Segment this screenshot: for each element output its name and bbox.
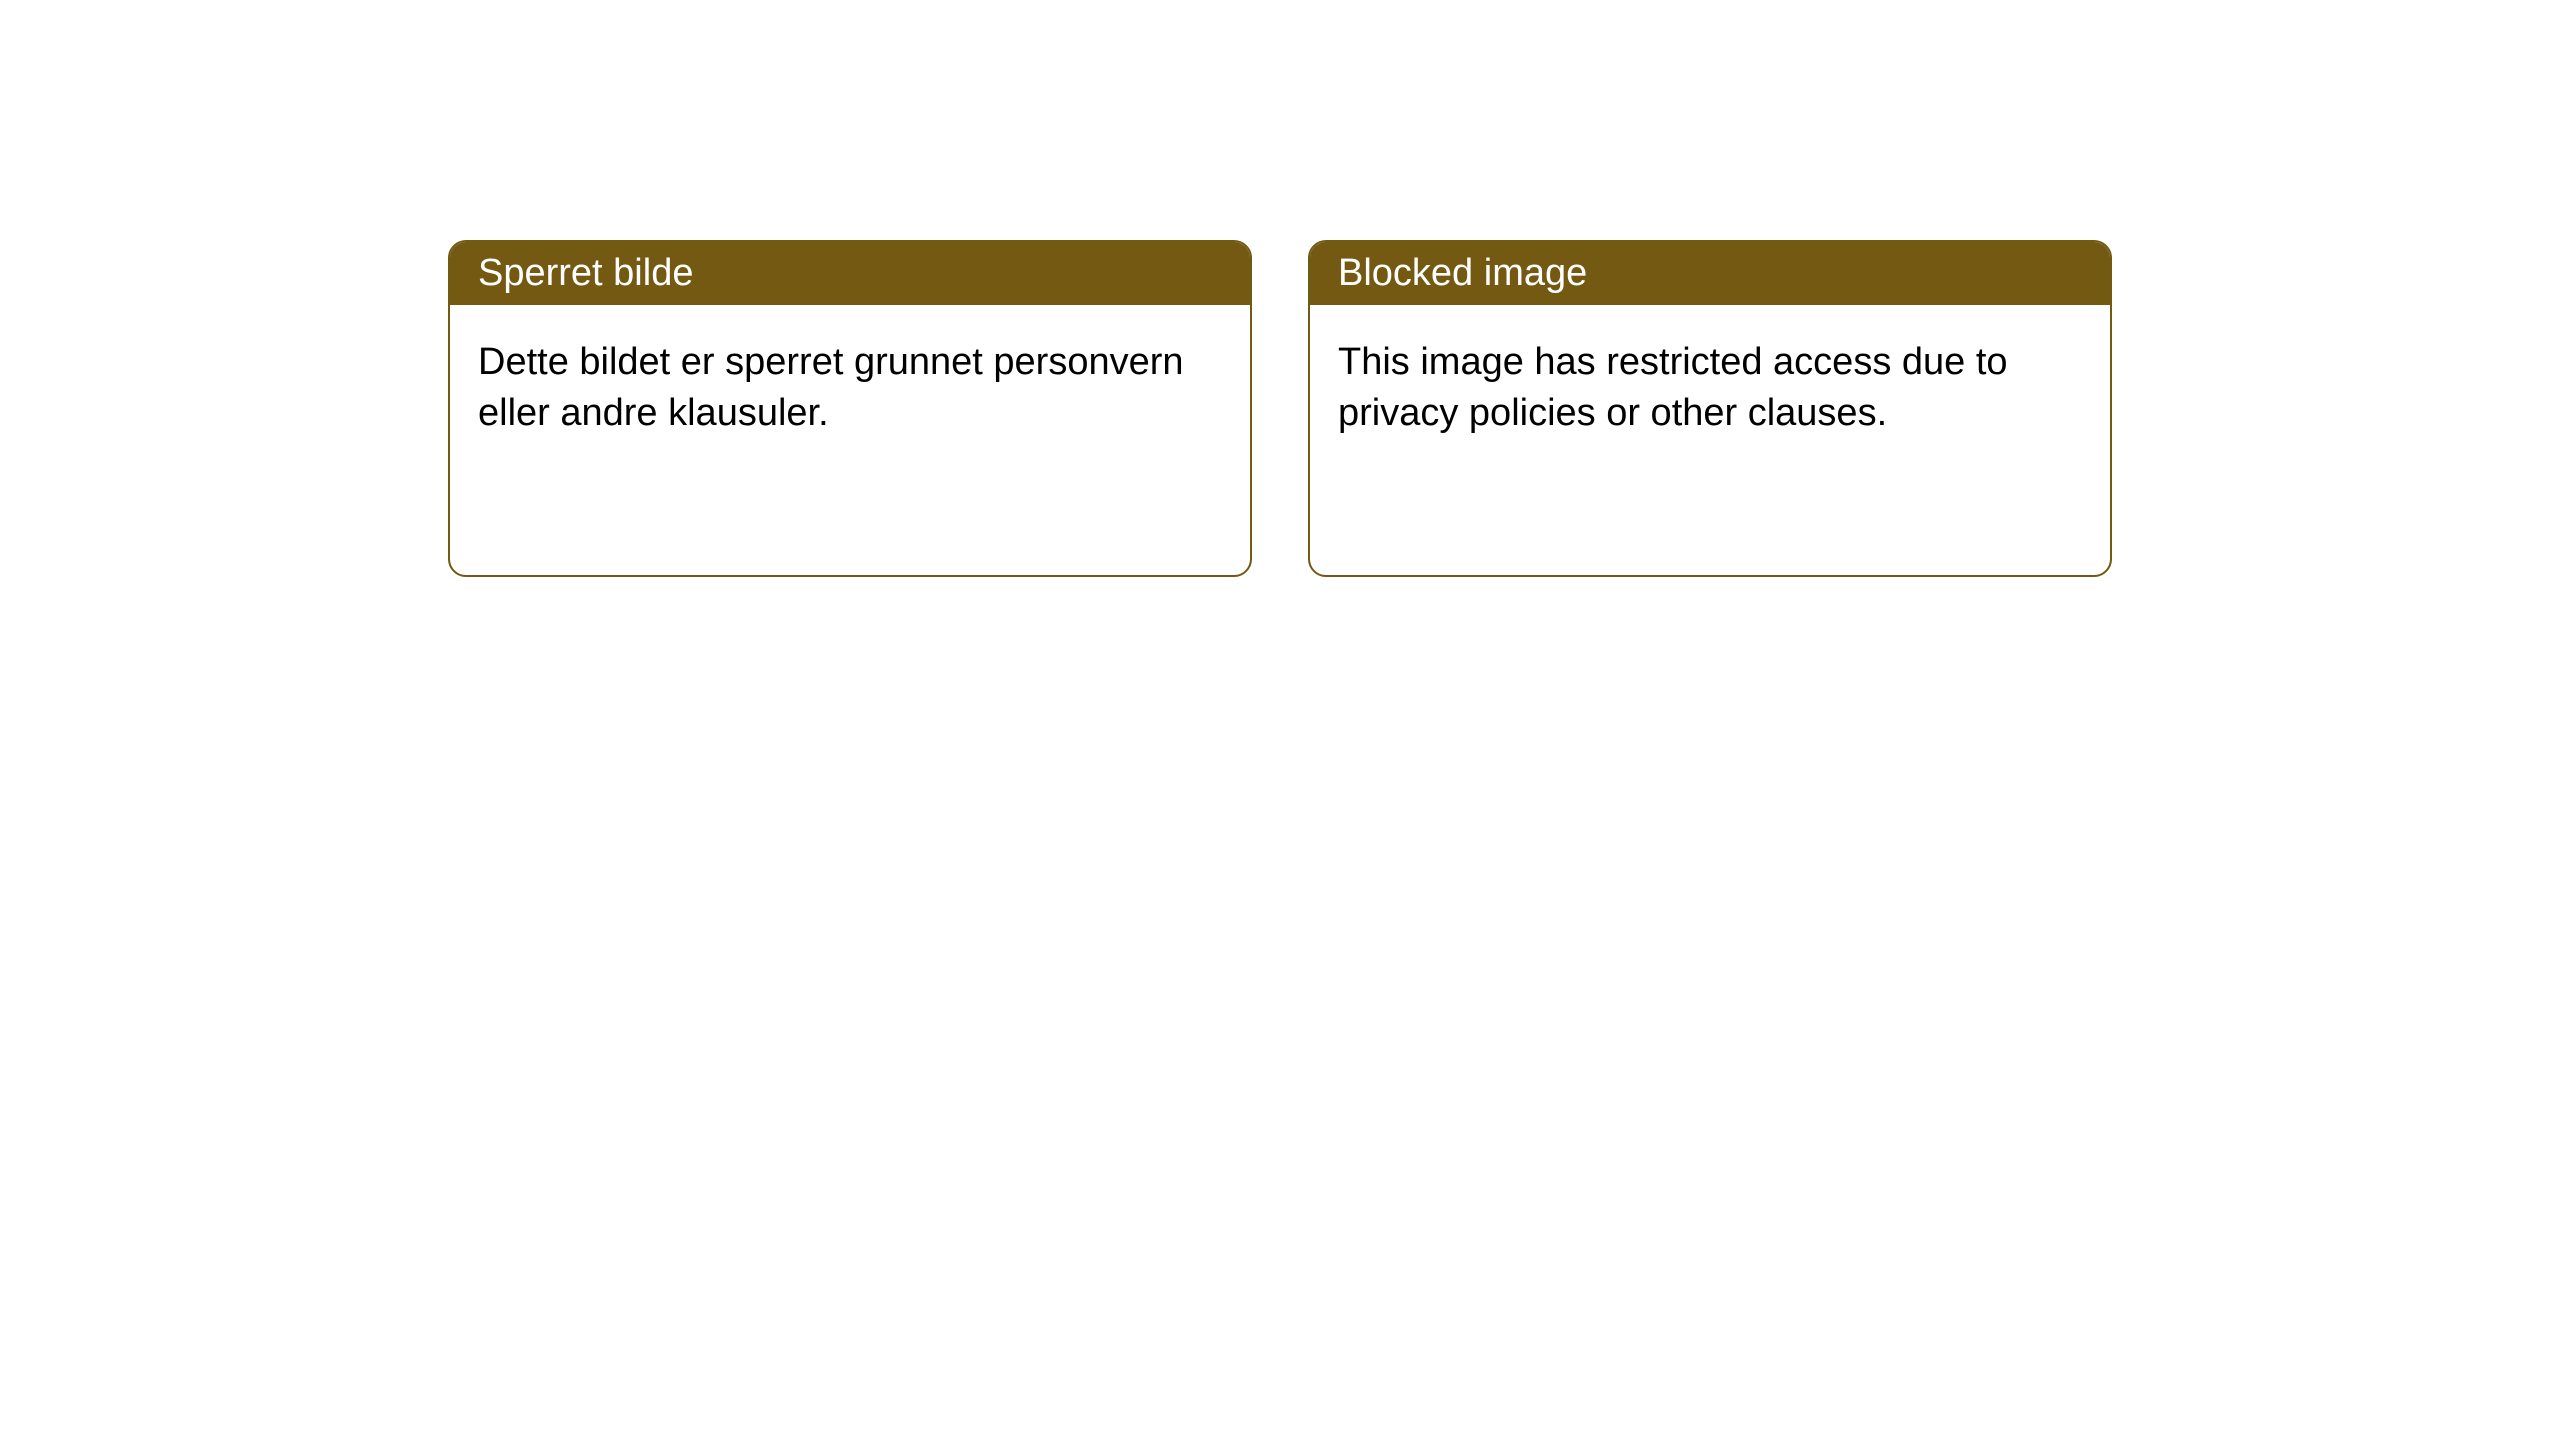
card-header: Sperret bilde — [450, 242, 1250, 305]
notice-card-english: Blocked image This image has restricted … — [1308, 240, 2112, 577]
card-title: Blocked image — [1338, 252, 1587, 294]
card-title: Sperret bilde — [478, 252, 693, 294]
card-body: Dette bildet er sperret grunnet personve… — [450, 305, 1250, 575]
cards-container: Sperret bilde Dette bildet er sperret gr… — [0, 0, 2560, 577]
card-body-text: This image has restricted access due to … — [1338, 341, 2008, 434]
card-header: Blocked image — [1310, 242, 2110, 305]
card-body-text: Dette bildet er sperret grunnet personve… — [478, 341, 1184, 434]
notice-card-norwegian: Sperret bilde Dette bildet er sperret gr… — [448, 240, 1252, 577]
card-body: This image has restricted access due to … — [1310, 305, 2110, 575]
